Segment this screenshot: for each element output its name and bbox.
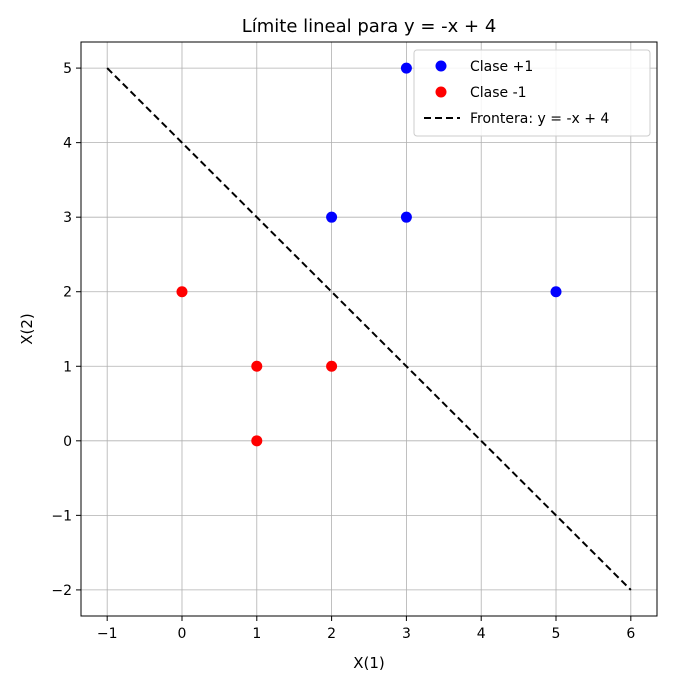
chart-title: Límite lineal para y = -x + 4	[242, 16, 497, 37]
y-tick-label: −2	[51, 583, 72, 599]
x-tick-label: 6	[626, 626, 635, 642]
x-tick-label: 3	[402, 626, 411, 642]
x-tick-label: 5	[552, 626, 561, 642]
scatter-point	[251, 360, 263, 372]
x-axis-label: X(1)	[353, 654, 385, 672]
y-tick-label: 2	[63, 285, 72, 301]
y-tick-label: 1	[63, 359, 72, 375]
x-tick-label: 1	[252, 626, 261, 642]
x-tick-label: 0	[178, 626, 187, 642]
y-tick-label: −1	[51, 508, 72, 524]
axis-ticks: −1 0 1 2 3 4 5 6 −2 −1 0 1 2 3 4 5	[51, 61, 635, 642]
x-tick-label: −1	[97, 626, 118, 642]
legend-entry-label: Clase +1	[470, 59, 533, 75]
boundary-line-layer	[106, 67, 632, 591]
scatter-point	[251, 435, 263, 447]
y-tick-label: 5	[63, 61, 72, 77]
legend-entry-label: Frontera: y = -x + 4	[470, 111, 609, 127]
x-tick-label: 2	[327, 626, 336, 642]
y-axis-label: X(2)	[18, 313, 36, 345]
x-tick-label: 4	[477, 626, 486, 642]
scatter-point	[176, 286, 188, 298]
plot-area	[80, 41, 658, 617]
scatter-points	[176, 62, 562, 447]
y-tick-label: 0	[63, 434, 72, 450]
legend-point-marker	[435, 86, 447, 98]
scatter-point	[550, 286, 562, 298]
scatter-point	[326, 360, 338, 372]
scatter-point	[400, 62, 412, 74]
legend-entry-label: Clase -1	[470, 85, 527, 101]
legend-box	[413, 49, 651, 137]
y-tick-label: 4	[63, 136, 72, 152]
scatter-point	[400, 211, 412, 223]
scatter-point	[326, 211, 338, 223]
legend-point-marker	[435, 60, 447, 72]
decision-boundary-line	[106, 67, 632, 591]
y-tick-label: 3	[63, 210, 72, 226]
legend: Clase +1 Clase -1 Frontera: y = -x + 4	[413, 49, 651, 137]
